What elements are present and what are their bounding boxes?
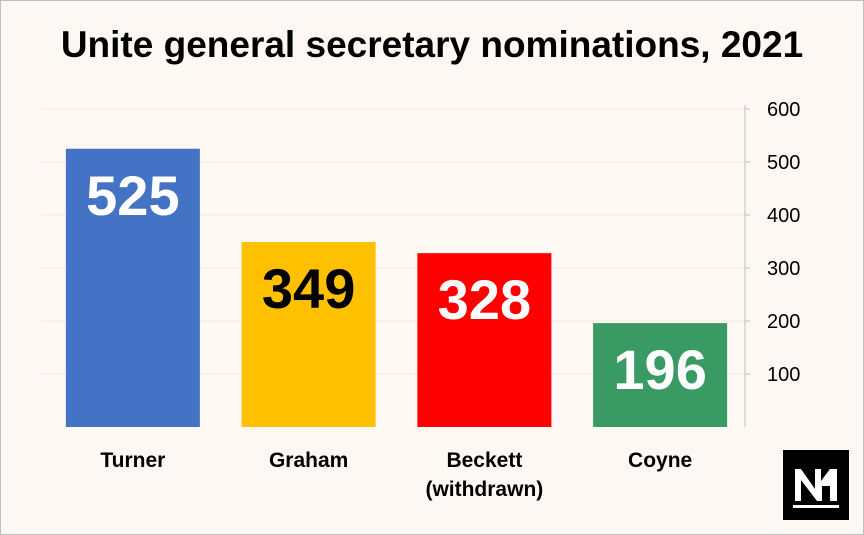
bar-value-label: 525 xyxy=(86,164,179,227)
x-tick-label: Graham xyxy=(209,446,409,475)
x-tick-label: Turner xyxy=(33,446,233,475)
bar xyxy=(417,253,552,427)
y-tick-label: 300 xyxy=(767,258,800,280)
bar xyxy=(593,323,728,427)
y-tick-label: 400 xyxy=(767,205,800,227)
y-tick-label: 200 xyxy=(767,311,800,333)
x-tick-label-text: Coyne xyxy=(628,449,693,472)
y-tick-label: 600 xyxy=(767,99,800,121)
x-tick-label-text: Graham xyxy=(268,449,349,472)
x-tick-sublabel: (withdrawn) xyxy=(425,478,544,501)
bar-value-label: 328 xyxy=(438,268,531,331)
bar-value-label: 349 xyxy=(262,257,355,320)
bar-value-label: 196 xyxy=(613,338,706,401)
x-tick-label-text: Beckett xyxy=(446,449,523,472)
bar xyxy=(241,242,376,427)
x-tick-label: Beckett (withdrawn) xyxy=(384,446,584,504)
x-tick-label: Coyne xyxy=(560,446,760,475)
nm-logo-icon xyxy=(783,450,849,520)
x-tick-label-text: Turner xyxy=(100,449,166,472)
y-tick-label: 500 xyxy=(767,152,800,174)
y-tick-label: 100 xyxy=(767,364,800,386)
bar xyxy=(65,148,200,427)
chart-title: Unite general secretary nominations, 202… xyxy=(60,24,804,65)
